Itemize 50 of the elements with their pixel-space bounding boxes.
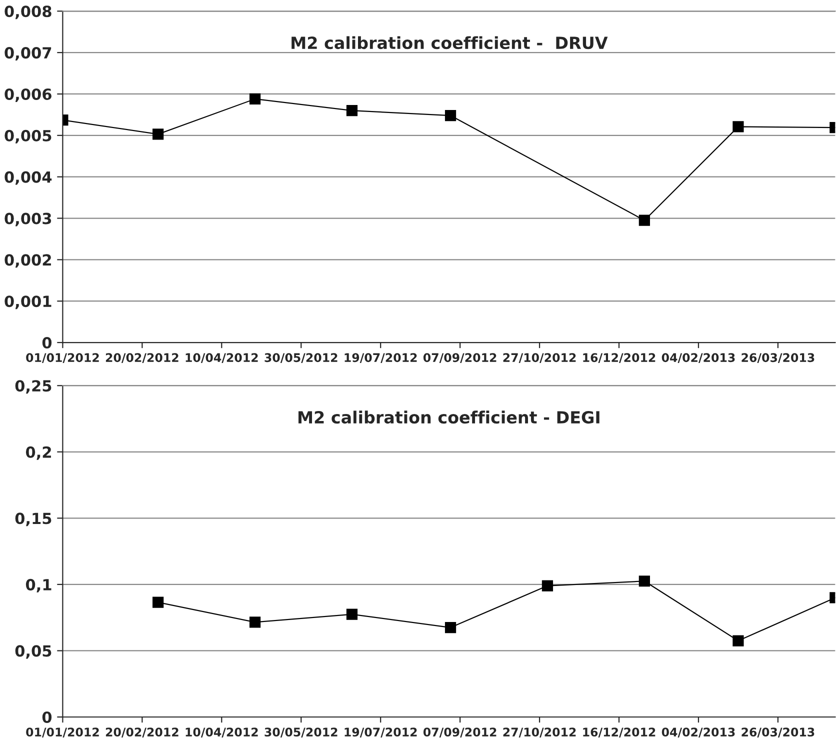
- point: [152, 596, 164, 608]
- point: [346, 105, 358, 116]
- x-tick-label: 01/01/2012: [26, 728, 99, 738]
- x-tick-label: 19/07/2012: [344, 728, 417, 738]
- x-tick-label: 20/02/2012: [106, 728, 178, 738]
- x-tick-label: 30/05/2012: [264, 728, 338, 738]
- text: M2 calibration coefficient - DRUV: [292, 36, 608, 50]
- x-tick-label: 04/02/2013: [662, 353, 735, 364]
- point: [638, 576, 650, 587]
- y-tick-label: 0,15: [15, 512, 52, 526]
- x-tick-label: 10/04/2012: [186, 728, 258, 738]
- x-tick-label: 20/02/2012: [106, 353, 178, 364]
- point: [444, 622, 456, 634]
- y-tick-label: 0,05: [15, 645, 52, 659]
- y-tick-label: 0,25: [15, 380, 52, 394]
- y-tick-label: 0,005: [4, 130, 52, 144]
- point: [542, 580, 554, 592]
- x-tick-label: 27/10/2012: [503, 353, 576, 364]
- x-tick-label: 04/02/2013: [662, 728, 735, 738]
- point: [249, 616, 261, 628]
- x-tick-label: 07/09/2012: [423, 728, 496, 738]
- y-tick-label: 0: [42, 336, 52, 349]
- y-tick-label: 0,002: [4, 254, 51, 268]
- point: [444, 110, 456, 122]
- x-tick-label: 16/12/2012: [583, 728, 656, 738]
- point: [638, 214, 650, 226]
- y-tick-label: 0,006: [4, 88, 52, 102]
- y-tick-label: 0,008: [4, 6, 52, 20]
- y-tick-label: 0,004: [4, 171, 52, 185]
- y-tick-label: 0,001: [4, 296, 52, 310]
- y-tick-label: 0,003: [4, 212, 52, 226]
- x-tick-label: 07/09/2012: [423, 353, 496, 364]
- y-tick-label: 0,2: [26, 446, 51, 460]
- y-tick-label: 0: [42, 711, 52, 724]
- point: [732, 121, 744, 132]
- x-tick-label: 16/12/2012: [583, 353, 656, 364]
- x-tick-label: 27/10/2012: [503, 728, 576, 738]
- point: [152, 128, 164, 140]
- x-tick-label: 26/03/2013: [742, 728, 814, 738]
- y-tick-label: 0,1: [26, 578, 52, 592]
- x-tick-label: 30/05/2012: [264, 353, 338, 364]
- x-tick-label: 26/03/2013: [742, 353, 814, 364]
- point: [346, 608, 358, 620]
- x-tick-label: 10/04/2012: [186, 353, 258, 364]
- point: [732, 635, 744, 646]
- text: M2 calibration coefficient - DEGI: [298, 410, 600, 424]
- y-tick-label: 0,007: [4, 47, 52, 61]
- point: [249, 93, 261, 105]
- x-tick-label: 19/07/2012: [344, 353, 417, 364]
- x-tick-label: 01/01/2012: [26, 353, 99, 364]
